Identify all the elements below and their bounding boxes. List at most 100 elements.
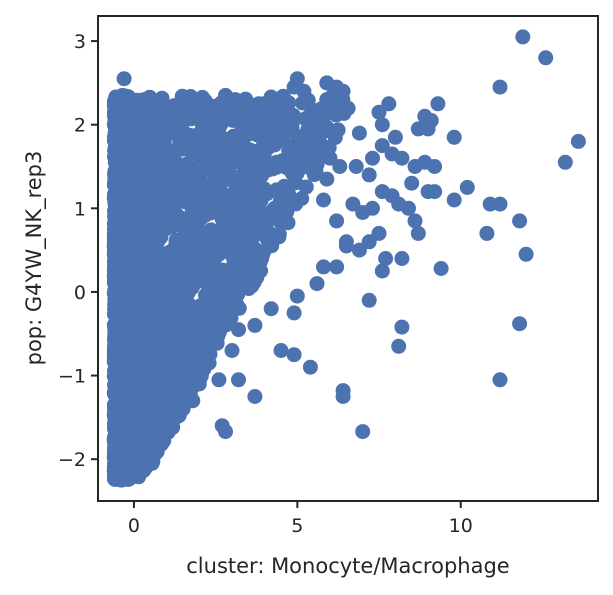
scatter-point bbox=[203, 118, 218, 134]
scatter-point bbox=[174, 88, 190, 104]
scatter-point bbox=[203, 222, 219, 238]
scatter-point bbox=[259, 133, 275, 149]
scatter-point bbox=[283, 113, 299, 129]
scatter-point bbox=[286, 305, 302, 321]
scatter-point bbox=[309, 125, 325, 141]
scatter-point bbox=[338, 234, 354, 250]
scatter-point bbox=[175, 401, 191, 417]
scatter-point bbox=[108, 301, 123, 316]
scatter-point bbox=[155, 376, 171, 392]
x-tick-label: 5 bbox=[291, 515, 303, 537]
scatter-point bbox=[207, 246, 223, 262]
scatter-point bbox=[207, 135, 223, 151]
scatter-point bbox=[329, 213, 345, 229]
scatter-point bbox=[296, 142, 312, 158]
scatter-point bbox=[420, 121, 436, 137]
scatter-point bbox=[201, 355, 217, 371]
scatter-point bbox=[229, 148, 245, 164]
scatter-point bbox=[138, 272, 154, 288]
scatter-point bbox=[124, 335, 140, 350]
x-tick-label: 10 bbox=[449, 515, 473, 537]
scatter-point bbox=[220, 160, 236, 176]
scatter-point bbox=[557, 154, 573, 170]
scatter-point bbox=[114, 223, 130, 239]
scatter-point bbox=[216, 216, 232, 232]
scatter-point bbox=[253, 263, 269, 279]
scatter-point bbox=[158, 212, 174, 228]
x-axis-ticks: 0 5 10 bbox=[128, 501, 473, 537]
scatter-point bbox=[329, 259, 345, 275]
scatter-point bbox=[433, 261, 449, 276]
scatter-point bbox=[515, 29, 531, 45]
scatter-point bbox=[242, 126, 258, 142]
scatter-point bbox=[227, 92, 243, 108]
scatter-point bbox=[256, 147, 272, 163]
scatter-point bbox=[139, 356, 155, 372]
scatter-point bbox=[242, 142, 258, 158]
scatter-point bbox=[407, 213, 423, 229]
scatter-point bbox=[149, 443, 165, 459]
scatter-point bbox=[247, 242, 263, 258]
scatter-point bbox=[250, 100, 266, 116]
scatter-point bbox=[109, 251, 125, 267]
scatter-point bbox=[351, 242, 367, 258]
scatter-point bbox=[361, 167, 377, 183]
scatter-point bbox=[146, 384, 162, 400]
scatter-point bbox=[361, 234, 377, 250]
scatter-point bbox=[165, 419, 181, 435]
scatter-point bbox=[378, 251, 394, 266]
scatter-point bbox=[226, 186, 242, 202]
y-tick-label: −2 bbox=[58, 449, 86, 471]
scatter-point bbox=[141, 329, 157, 345]
scatter-point bbox=[286, 347, 302, 363]
scatter-point bbox=[114, 202, 130, 218]
scatter-point bbox=[139, 397, 155, 413]
scatter-point bbox=[218, 297, 233, 312]
scatter-point bbox=[316, 192, 331, 208]
scatter-point bbox=[371, 104, 387, 120]
scatter-point bbox=[143, 214, 159, 230]
scatter-point bbox=[518, 246, 534, 262]
scatter-point bbox=[224, 204, 240, 220]
scatter-point bbox=[374, 184, 390, 200]
scatter-point bbox=[198, 334, 214, 350]
scatter-point bbox=[427, 184, 443, 200]
scatter-point bbox=[283, 163, 299, 179]
scatter-point bbox=[119, 157, 135, 173]
scatter-point bbox=[276, 184, 292, 200]
scatter-point bbox=[158, 253, 174, 269]
scatter-point bbox=[459, 179, 475, 195]
scatter-point bbox=[335, 389, 351, 404]
scatter-point bbox=[159, 393, 175, 409]
scatter-point bbox=[492, 372, 508, 388]
plot-frame bbox=[97, 15, 599, 502]
scatter-point bbox=[231, 322, 246, 338]
scatter-point bbox=[106, 351, 122, 367]
scatter-point bbox=[191, 376, 207, 392]
scatter-point bbox=[110, 443, 126, 459]
scatter-point bbox=[387, 129, 403, 145]
scatter-point bbox=[237, 182, 253, 198]
scatter-point bbox=[131, 135, 147, 151]
scatter-point bbox=[202, 205, 218, 221]
scatter-point bbox=[570, 133, 586, 149]
scatter-point bbox=[215, 99, 231, 115]
scatter-point bbox=[394, 251, 410, 266]
scatter-point bbox=[275, 88, 291, 104]
scatter-point bbox=[196, 311, 212, 327]
scatter-point bbox=[110, 426, 126, 442]
scatter-point bbox=[215, 262, 230, 278]
scatter-point bbox=[492, 196, 508, 212]
scatter-point bbox=[126, 319, 142, 335]
scatter-point bbox=[175, 363, 191, 379]
scatter-point bbox=[116, 143, 132, 159]
scatter-point bbox=[351, 125, 367, 141]
scatter-point bbox=[159, 108, 175, 124]
scatter-point bbox=[126, 426, 142, 442]
scatter-point bbox=[306, 113, 322, 128]
scatter-point bbox=[381, 96, 397, 112]
scatter-point bbox=[214, 185, 230, 200]
scatter-point bbox=[211, 372, 227, 388]
scatter-point bbox=[296, 83, 312, 99]
